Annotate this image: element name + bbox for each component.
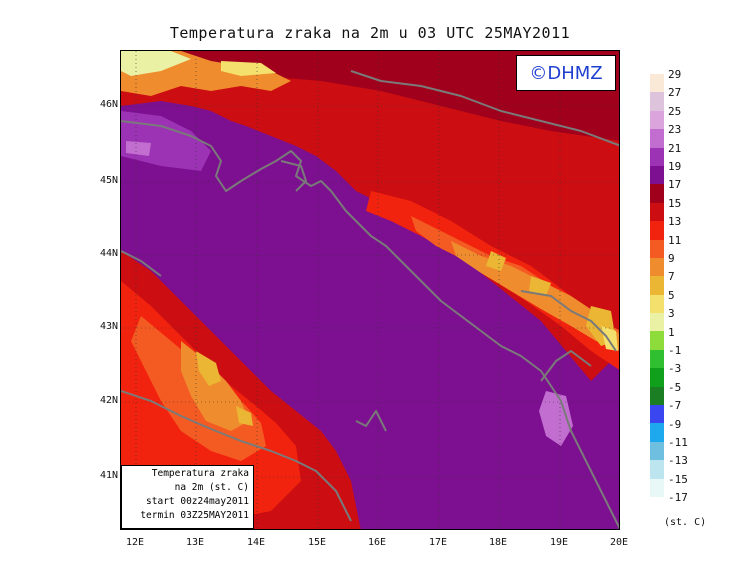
legend-swatch [650, 257, 664, 277]
legend-swatch [650, 92, 664, 111]
legend-swatch [650, 423, 664, 442]
legend-label: 29 [668, 68, 682, 81]
legend-label: 15 [668, 196, 682, 210]
legend-swatch [650, 294, 664, 314]
lon-label-17e: 17E [428, 537, 448, 548]
lon-label-18e: 18E [488, 537, 508, 548]
lon-label-13e: 13E [185, 537, 205, 548]
legend-label: 25 [668, 104, 682, 118]
legend-swatch [650, 239, 664, 258]
legend-label: -1 [668, 344, 682, 357]
legend-label: -17 [668, 491, 688, 505]
legend-swatch [650, 147, 664, 166]
temperature-field [121, 51, 619, 529]
info-line-start: start 00z24may2011 [146, 496, 249, 507]
legend-swatch [650, 405, 664, 424]
lon-label-14e: 14E [246, 537, 266, 548]
legend-label: 9 [668, 252, 675, 265]
legend-swatch [650, 129, 664, 148]
lat-label-41n: 41N [99, 470, 118, 481]
legend-label: 3 [668, 307, 675, 321]
legend-swatch [650, 386, 664, 406]
legend-swatch [650, 184, 664, 203]
legend-swatch [650, 202, 664, 222]
legend-label: -7 [668, 399, 682, 413]
run-info-box: Temperatura zraka na 2m (st. C) start 00… [121, 465, 254, 529]
legend-label: 21 [668, 141, 682, 155]
legend-label: -3 [668, 362, 682, 376]
lon-label-19e: 19E [549, 537, 569, 548]
legend-label: -13 [668, 454, 688, 468]
legend-swatch [650, 221, 664, 240]
lon-label-12e: 12E [125, 537, 145, 548]
legend-swatch [650, 460, 664, 479]
legend-label: 1 [668, 325, 675, 339]
map-title: Temperatura zraka na 2m u 03 UTC 25MAY20… [169, 24, 571, 42]
legend-label: 7 [668, 270, 675, 284]
legend-swatch [650, 331, 664, 350]
color-legend [650, 74, 664, 497]
lon-label-15e: 15E [307, 537, 327, 548]
legend-swatch [650, 368, 664, 387]
legend-swatch [650, 165, 664, 185]
info-line-termin: termin 03Z25MAY2011 [140, 510, 249, 521]
lat-label-43n: 43N [99, 321, 118, 332]
legend-label: 11 [668, 233, 682, 247]
dhmz-logo: ©DHMZ [516, 55, 616, 91]
legend-label: -11 [668, 436, 688, 449]
legend-swatch [650, 313, 664, 332]
legend-swatch [650, 441, 664, 461]
info-line-variable: Temperatura zraka [151, 468, 249, 479]
legend-label: 23 [668, 123, 682, 137]
legend-unit: (st. C) [664, 517, 707, 528]
temperature-map [120, 50, 620, 530]
lat-label-42n: 42N [99, 395, 118, 406]
lon-label-16e: 16E [367, 537, 387, 548]
lon-label-20e: 20E [609, 537, 629, 548]
legend-swatch [650, 74, 664, 93]
legend-swatch [650, 478, 664, 497]
legend-swatch [650, 276, 664, 295]
legend-label: -5 [668, 380, 682, 394]
legend-label: 17 [668, 178, 682, 192]
lat-label-45n: 45N [99, 175, 118, 186]
info-line-level: na 2m (st. C) [174, 482, 249, 493]
legend-label: 19 [668, 160, 682, 173]
legend-label: 27 [668, 86, 682, 100]
legend-label: -9 [668, 417, 682, 431]
legend-swatch [650, 349, 664, 369]
legend-swatch [650, 110, 664, 130]
legend-label: 13 [668, 215, 682, 229]
lat-label-44n: 44N [99, 248, 118, 259]
legend-label: -15 [668, 472, 688, 486]
legend-label: 5 [668, 288, 675, 302]
lat-label-46n: 46N [99, 99, 118, 110]
